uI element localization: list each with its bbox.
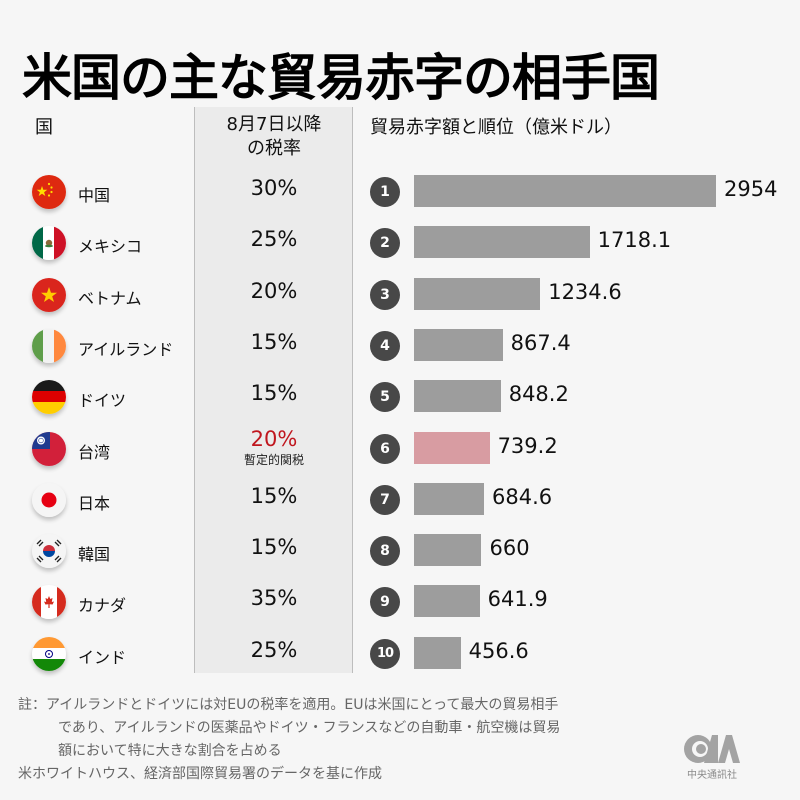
country-name: ドイツ bbox=[78, 391, 127, 411]
bar bbox=[414, 175, 716, 207]
india-flag-icon bbox=[32, 636, 66, 671]
tax-rate: 15% bbox=[250, 535, 298, 560]
country-row: 中国 30% 1 2954 bbox=[0, 173, 800, 213]
bar-value-label: 456.6 bbox=[468, 638, 529, 663]
rank-badge: 1 bbox=[370, 177, 400, 207]
chart-column-header: 貿易赤字額と順位（億米ドル） bbox=[370, 117, 622, 138]
cna-logo-caption: 中央通訊社 bbox=[687, 768, 737, 781]
bar-value-label: 684.6 bbox=[491, 484, 553, 509]
bar bbox=[414, 534, 482, 567]
rank-badge: 3 bbox=[370, 279, 400, 310]
tax-rate: 30% bbox=[250, 176, 298, 200]
country-name: ベトナム bbox=[78, 288, 142, 308]
rank-badge: 8 bbox=[370, 536, 400, 567]
bar bbox=[414, 585, 480, 618]
rank-badge: 2 bbox=[370, 228, 400, 259]
tax-rate: 15% bbox=[250, 329, 298, 354]
bar-value-label: 1234.6 bbox=[548, 279, 622, 304]
rank-badge: 7 bbox=[370, 484, 400, 515]
tax-header-line1: 8月7日以降 bbox=[226, 114, 322, 135]
tax-rate-column-background bbox=[194, 107, 353, 673]
bar bbox=[414, 328, 503, 361]
rank-badge: 6 bbox=[370, 433, 400, 464]
country-name: アイルランド bbox=[78, 339, 174, 359]
china-flag-icon bbox=[32, 175, 66, 209]
bar-value-label: 660 bbox=[489, 536, 530, 561]
country-name: メキシコ bbox=[78, 237, 143, 257]
country-name: 台湾 bbox=[78, 442, 111, 462]
bar-value-label: 867.4 bbox=[510, 330, 571, 355]
country-name: 日本 bbox=[78, 493, 111, 513]
country-column-header: 国 bbox=[35, 117, 53, 138]
country-name: 韓国 bbox=[78, 545, 111, 565]
country-row: インド 25% 10 456.6 bbox=[0, 635, 800, 675]
tax-rate: 15% bbox=[250, 381, 298, 406]
country-row: 台湾 20% 暫定的関税 6 739.2 bbox=[0, 426, 800, 470]
cna-logo: 中央通訊社 bbox=[682, 731, 742, 783]
page-title: 米国の主な貿易赤字の相手国 bbox=[22, 49, 660, 107]
footnotes: 註：アイルランドとドイツには対EUの税率を適用。EUは米国にとって最大の貿易相手… bbox=[18, 694, 560, 786]
note-line-2: であり、アイルランドの医薬品やドイツ・フランスなどの自動車・航空機は貿易 bbox=[58, 720, 561, 736]
bar-value-label: 2954 bbox=[724, 177, 778, 201]
tax-header-line2: の税率 bbox=[247, 138, 301, 159]
vietnam-flag-icon bbox=[32, 277, 66, 312]
mexico-flag-icon bbox=[32, 226, 66, 261]
rank-badge: 10 bbox=[370, 638, 400, 669]
country-row: カナダ 35% 9 641.9 bbox=[0, 583, 800, 623]
tax-rate-note: 暫定的関税 bbox=[243, 452, 304, 467]
cna-logo-icon: 中央通訊社 bbox=[684, 735, 740, 781]
bar bbox=[414, 431, 490, 464]
canada-flag-icon bbox=[32, 585, 66, 620]
bar bbox=[414, 380, 501, 413]
rank-badge: 5 bbox=[370, 382, 400, 413]
bar-value-label: 848.2 bbox=[508, 382, 569, 407]
note-line-3: 額において特に大きな割合を占める bbox=[58, 743, 282, 759]
bar bbox=[414, 482, 484, 515]
country-name: インド bbox=[78, 647, 127, 667]
tax-rate: 25% bbox=[250, 637, 298, 662]
bar-value-label: 641.9 bbox=[487, 587, 548, 612]
japan-flag-icon bbox=[32, 482, 66, 517]
note-line-1: 註：アイルランドとドイツには対EUの税率を適用。EUは米国にとって最大の貿易相手 bbox=[18, 697, 559, 713]
tax-rate: 25% bbox=[250, 227, 298, 252]
tax-rate: 20% bbox=[250, 278, 298, 303]
bar bbox=[414, 636, 461, 669]
germany-flag-icon bbox=[32, 380, 66, 415]
ireland-flag-icon bbox=[32, 328, 66, 363]
tax-rate: 15% bbox=[250, 483, 298, 508]
country-row: 韓国 15% 8 660 bbox=[0, 532, 800, 572]
country-row: 日本 15% 7 684.6 bbox=[0, 481, 800, 521]
country-row: アイルランド 15% 4 867.4 bbox=[0, 327, 800, 367]
bar-value-label: 739.2 bbox=[497, 433, 558, 458]
bar-value-label: 1718.1 bbox=[597, 228, 672, 253]
tax-rate-column-header: 8月7日以降 の税率 bbox=[194, 113, 354, 161]
country-row: メキシコ 25% 2 1718.1 bbox=[0, 224, 800, 264]
country-name: 中国 bbox=[78, 186, 111, 205]
country-row: ベトナム 20% 3 1234.6 bbox=[0, 276, 800, 316]
tax-rate: 35% bbox=[250, 586, 298, 611]
tax-rate: 20% bbox=[250, 426, 298, 451]
korea-flag-icon bbox=[32, 534, 66, 569]
bar bbox=[414, 226, 590, 259]
rank-badge: 9 bbox=[370, 587, 400, 618]
country-name: カナダ bbox=[78, 596, 127, 616]
country-row: ドイツ 15% 5 848.2 bbox=[0, 378, 800, 418]
taiwan-flag-icon bbox=[32, 431, 66, 466]
rank-badge: 4 bbox=[370, 330, 400, 361]
bar bbox=[414, 277, 541, 310]
source-line: 米ホワイトハウス、経済部国際貿易署のデータを基に作成 bbox=[18, 766, 382, 782]
